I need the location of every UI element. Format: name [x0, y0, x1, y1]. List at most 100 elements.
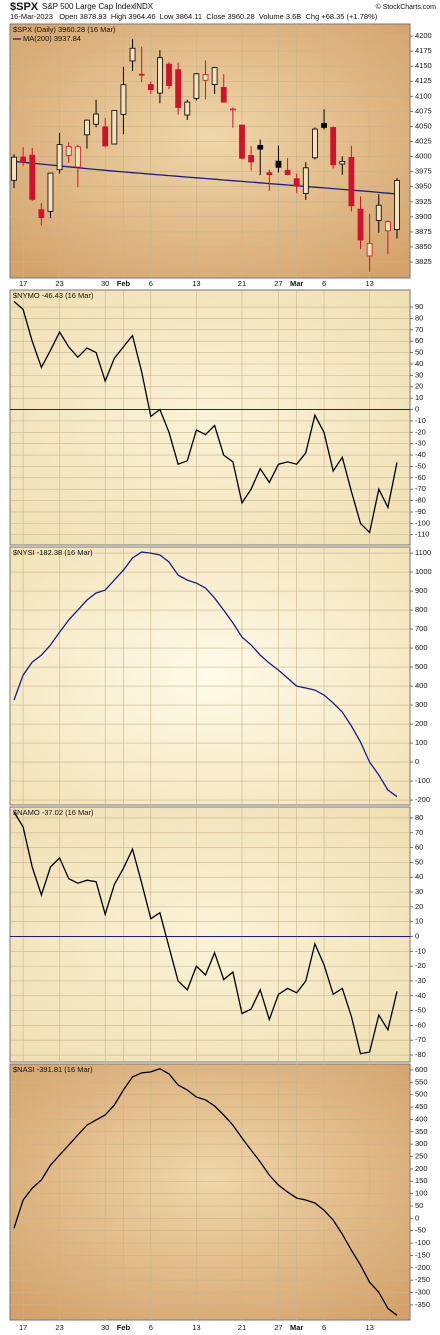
candle-body — [56, 144, 63, 171]
candle-body — [38, 209, 45, 218]
x-tick-label: 30 — [101, 279, 109, 288]
x-tick-label: Mar — [290, 1323, 303, 1332]
y-tick-label: 0 — [415, 1213, 419, 1222]
y-tick-label: 700 — [415, 624, 428, 633]
y-tick-label: -70 — [415, 484, 426, 493]
x-tick-label: 27 — [274, 279, 282, 288]
y-tick-label: 40 — [415, 359, 423, 368]
y-tick-label: 3875 — [415, 227, 432, 236]
y-tick-label: 0 — [415, 405, 419, 414]
candle-body — [220, 87, 227, 103]
series-line — [13, 1067, 398, 1316]
candle-body — [147, 84, 154, 91]
candle-body — [257, 144, 264, 150]
y-tick-label: -60 — [415, 1020, 426, 1029]
y-tick-label: 200 — [415, 719, 428, 728]
y-tick-label: -100 — [415, 518, 430, 527]
y-tick-label: -50 — [415, 1226, 426, 1235]
panel-background — [9, 1063, 411, 1321]
y-tick-label: -10 — [415, 946, 426, 955]
y-tick-label: -150 — [415, 1250, 430, 1259]
y-tick-label: 70 — [415, 325, 423, 334]
y-tick-label: 400 — [415, 1114, 428, 1123]
panel-background — [9, 806, 411, 1063]
legend-label: $NYSI -182.38 (16 Mar) — [13, 548, 93, 557]
y-tick-label: 4050 — [415, 121, 432, 130]
y-tick-label: 300 — [415, 1139, 428, 1148]
y-tick-label: -200 — [415, 1263, 430, 1272]
y-tick-label: 4125 — [415, 76, 432, 85]
series-line — [13, 551, 398, 798]
y-tick-label: -300 — [415, 1288, 430, 1297]
y-tick-label: 0 — [415, 931, 419, 940]
y-tick-label: 150 — [415, 1176, 428, 1185]
y-tick-label: 50 — [415, 348, 423, 357]
candle-body — [29, 154, 36, 200]
candle-body — [184, 101, 191, 116]
y-tick-label: 600 — [415, 643, 428, 652]
x-tick-label: 13 — [192, 1323, 200, 1332]
candle-body — [375, 204, 382, 221]
y-tick-label: 800 — [415, 605, 428, 614]
y-tick-label: 500 — [415, 1090, 428, 1099]
symbol: $SPX — [10, 1, 39, 13]
candle-body — [166, 63, 172, 86]
y-tick-label: 500 — [415, 662, 428, 671]
x-tick-label: 23 — [55, 1323, 63, 1332]
y-tick-label: 30 — [415, 370, 423, 379]
candle-body — [111, 110, 118, 145]
candle-body — [202, 74, 209, 81]
candle-body — [275, 160, 282, 168]
y-tick-label: -70 — [415, 1035, 426, 1044]
y-tick-label: -110 — [415, 530, 429, 539]
y-tick-label: 1000 — [415, 567, 432, 576]
candle-body — [321, 122, 327, 128]
y-tick-label: 4100 — [415, 91, 432, 100]
x-tick-label: 27 — [274, 1323, 282, 1332]
y-tick-label: 100 — [415, 1189, 428, 1198]
y-tick-label: -50 — [415, 461, 426, 470]
x-tick-label: 6 — [149, 279, 153, 288]
y-tick-label: 90 — [415, 302, 423, 311]
candle-body — [339, 160, 346, 165]
y-tick-label: -40 — [415, 991, 426, 1000]
legend-label: $NYMO -46.43 (16 Mar) — [13, 291, 94, 300]
y-tick-label: 250 — [415, 1151, 428, 1160]
y-tick-label: 3850 — [415, 242, 432, 251]
candle-body — [120, 84, 127, 115]
legend-label: MA(200) 3937.84 — [23, 34, 81, 43]
candle-body — [394, 180, 400, 230]
y-tick-label: 80 — [415, 813, 423, 822]
candle-body — [193, 73, 200, 99]
panel-background — [9, 546, 411, 806]
x-tick-label: Mar — [290, 279, 303, 288]
y-tick-label: 20 — [415, 902, 423, 911]
y-tick-label: 550 — [415, 1077, 428, 1086]
candle-body — [102, 126, 109, 147]
candle-body — [65, 145, 72, 156]
exchange: INDX — [134, 2, 154, 11]
y-tick-label: 30 — [415, 887, 423, 896]
y-tick-label: 4150 — [415, 61, 432, 70]
y-tick-label: 80 — [415, 313, 423, 322]
y-tick-label: 350 — [415, 1127, 428, 1136]
x-tick-label: 21 — [238, 279, 246, 288]
y-tick-label: 3925 — [415, 197, 432, 206]
candle-body — [248, 155, 254, 163]
x-tick-label: 6 — [149, 1323, 153, 1332]
x-tick-label: 13 — [192, 279, 200, 288]
y-tick-label: -60 — [415, 473, 426, 482]
y-tick-label: 20 — [415, 382, 423, 391]
y-tick-label: 3975 — [415, 167, 432, 176]
x-tick-label: 6 — [322, 1323, 326, 1332]
x-tick-label: Feb — [117, 279, 131, 288]
y-tick-label: -30 — [415, 976, 426, 985]
x-tick-label: 17 — [19, 279, 27, 288]
y-tick-label: -100 — [415, 1238, 430, 1247]
x-tick-label: 17 — [19, 1323, 27, 1332]
y-tick-label: 60 — [415, 336, 423, 345]
y-tick-label: -350 — [415, 1300, 430, 1309]
candle-body — [348, 156, 355, 207]
candle-body — [93, 113, 99, 125]
